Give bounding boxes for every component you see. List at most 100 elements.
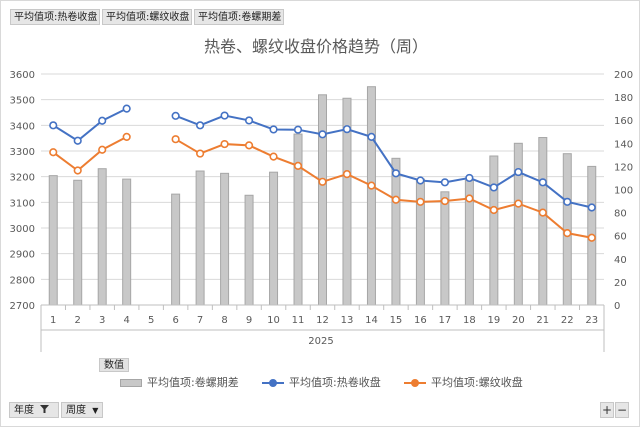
y-right-tick-label: 120 <box>614 162 633 173</box>
x-tick-label: 22 <box>561 315 574 326</box>
rebar-line <box>52 135 128 172</box>
rebar-point <box>318 177 327 186</box>
rebar-point <box>293 161 303 170</box>
legend-marker-rebar <box>411 379 419 387</box>
x-tick-label: 12 <box>316 315 329 326</box>
chart-title: 热卷、螺纹收盘价格趋势（周） <box>204 37 428 56</box>
values-field-button[interactable]: 数值 <box>99 358 129 372</box>
value-field-button-spread[interactable]: 平均值项:卷螺期差 <box>194 9 284 25</box>
value-field-button-rebar[interactable]: 平均值项:螺纹收盘 <box>102 9 192 25</box>
week-field-label: 周度 <box>66 405 86 416</box>
x-tick-label: 14 <box>365 315 378 326</box>
rebar-point <box>416 197 425 206</box>
rebar-point <box>98 145 107 154</box>
hot-coil-point <box>293 125 303 134</box>
spread-bar <box>440 191 450 306</box>
rebar-point <box>563 229 572 238</box>
collapse-field-button[interactable]: − <box>615 402 629 418</box>
x-tick-label: 21 <box>536 315 549 326</box>
y-right-tick-label: 0 <box>614 301 620 312</box>
y-right-tick-label: 80 <box>614 209 627 220</box>
year-field-button[interactable]: 年度 <box>9 402 59 418</box>
spread-bar <box>195 170 205 306</box>
dropdown-icon[interactable]: ▼ <box>92 406 99 415</box>
y-right-tick-label: 40 <box>614 255 627 266</box>
spread-bar <box>73 179 83 306</box>
y-right-tick-label: 160 <box>614 116 633 127</box>
axis-layer: 2700280029003000310032003300340035003600… <box>10 70 633 352</box>
x-tick-label: 19 <box>487 315 500 326</box>
x-tick-label: 4 <box>123 315 129 326</box>
hot-coil-point <box>318 130 327 139</box>
week-field-button[interactable]: 周度 ▼ <box>61 402 103 418</box>
rebar-point <box>391 195 401 204</box>
y-right-tick-label: 60 <box>614 232 627 243</box>
rebar-point <box>514 199 523 208</box>
hot-coil-line <box>175 114 592 209</box>
rebar-point <box>171 135 180 144</box>
x-tick-label: 8 <box>221 315 227 326</box>
rebar-point <box>244 141 254 150</box>
spread-bar <box>269 171 279 306</box>
expand-field-button[interactable]: + <box>600 402 614 418</box>
rebar-point <box>49 148 58 157</box>
hot-coil-point <box>49 121 58 130</box>
hot-coil-point <box>98 116 107 125</box>
rebar-point <box>587 233 596 242</box>
y-right-tick-label: 180 <box>614 93 633 104</box>
hot-coil-point <box>514 167 523 177</box>
rebar-point <box>440 196 449 206</box>
spread-bar <box>97 168 107 306</box>
y-right-tick-label: 100 <box>614 186 633 197</box>
spread-bar <box>489 155 499 306</box>
hot-coil-point <box>122 104 131 113</box>
x-tick-label: 17 <box>439 315 452 326</box>
x-tick-label: 5 <box>148 315 154 326</box>
hot-coil-point <box>416 176 425 185</box>
hot-coil-point <box>244 116 254 125</box>
x-tick-label: 7 <box>197 315 203 326</box>
value-field-button-hot-coil[interactable]: 平均值项:热卷收盘 <box>10 9 100 25</box>
rebar-point <box>122 132 131 141</box>
spread-bar <box>391 157 401 306</box>
y-left-tick-label: 2900 <box>10 250 35 261</box>
x-tick-label: 6 <box>172 315 178 326</box>
y-left-tick-label: 3300 <box>10 147 35 158</box>
hot-coil-point <box>538 178 547 187</box>
hot-coil-point <box>489 183 498 192</box>
x-tick-label: 18 <box>463 315 476 326</box>
legend-label-spread: 平均值项:卷螺期差 <box>147 376 239 389</box>
y-right-tick-label: 20 <box>614 278 627 289</box>
hot-coil-point <box>220 111 229 120</box>
hot-coil-point <box>465 173 474 183</box>
rebar-point <box>465 194 474 203</box>
rebar-point <box>538 208 547 217</box>
x-tick-label: 9 <box>246 315 252 326</box>
spread-bar <box>171 193 181 306</box>
y-right-tick-label: 140 <box>614 139 633 150</box>
y-left-tick-label: 2800 <box>10 275 35 286</box>
spread-bar <box>293 133 303 306</box>
hot-coil-point <box>587 203 596 212</box>
filter-icon[interactable] <box>40 403 50 419</box>
chart-legend: 平均值项:卷螺期差 平均值项:热卷收盘 平均值项:螺纹收盘 <box>0 376 640 390</box>
x-tick-label: 1 <box>50 315 56 326</box>
hot-coil-point <box>269 125 278 134</box>
spread-bar <box>366 86 376 306</box>
spread-bar <box>513 142 523 306</box>
legend-label-rebar: 平均值项:螺纹收盘 <box>431 376 523 389</box>
hot-coil-point <box>367 132 376 141</box>
bars-layer <box>48 86 597 306</box>
x-tick-label: 16 <box>414 315 427 326</box>
y-left-tick-label: 3400 <box>10 121 35 132</box>
hot-coil-point <box>73 136 82 145</box>
spread-bar <box>318 94 327 306</box>
y-left-tick-label: 3100 <box>10 198 35 209</box>
legend-label-hot-coil: 平均值项:热卷收盘 <box>289 376 381 389</box>
hot-coil-point <box>563 197 572 206</box>
y-left-tick-label: 3600 <box>10 70 35 81</box>
x-tick-label: 3 <box>99 315 105 326</box>
rebar-point <box>220 139 229 149</box>
x-tick-label: 15 <box>390 315 403 326</box>
